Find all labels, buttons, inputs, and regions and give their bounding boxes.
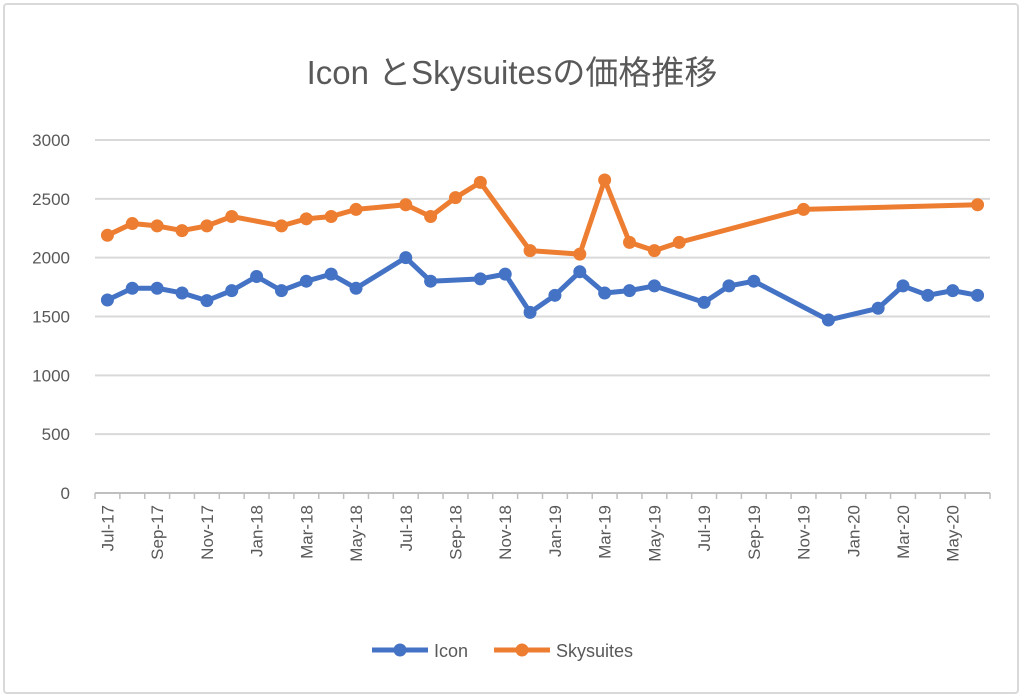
data-point-icon — [150, 281, 164, 295]
data-point-icon — [747, 274, 761, 288]
data-point-skysuites — [175, 224, 189, 238]
data-point-skysuites — [274, 219, 288, 233]
x-tick-label: May-18 — [347, 505, 366, 562]
data-point-icon — [125, 281, 139, 295]
data-point-icon — [921, 288, 935, 302]
x-tick-label: Jul-19 — [695, 505, 714, 551]
data-point-icon — [424, 274, 438, 288]
data-point-icon — [623, 284, 637, 298]
data-point-skysuites — [473, 175, 487, 189]
data-point-icon — [647, 279, 661, 293]
chart-title: Icon とSkysuitesの価格推移 — [306, 54, 718, 91]
data-point-icon — [100, 293, 114, 307]
data-point-icon — [598, 286, 612, 300]
x-tick-label: Sep-17 — [148, 505, 167, 560]
data-point-icon — [523, 305, 537, 319]
x-tick-label: May-19 — [645, 505, 664, 562]
data-point-skysuites — [523, 244, 537, 258]
data-point-icon — [722, 279, 736, 293]
x-tick-label: May-20 — [944, 505, 963, 562]
data-point-skysuites — [647, 244, 661, 258]
data-point-skysuites — [424, 209, 438, 223]
data-point-skysuites — [971, 198, 985, 212]
data-point-icon — [871, 301, 885, 315]
data-point-skysuites — [797, 202, 811, 216]
x-tick-label: Jan-20 — [844, 505, 863, 557]
y-tick-label: 2000 — [32, 249, 70, 268]
data-point-skysuites — [200, 219, 214, 233]
data-point-skysuites — [299, 212, 313, 226]
data-point-icon — [175, 286, 189, 300]
data-point-skysuites — [672, 235, 686, 249]
data-point-skysuites — [399, 198, 413, 212]
data-point-icon — [225, 284, 239, 298]
data-point-skysuites — [125, 217, 139, 231]
x-tick-label: Mar-19 — [596, 505, 615, 559]
data-point-icon — [697, 295, 711, 309]
x-tick-label: Jul-18 — [397, 505, 416, 551]
x-tick-label: Mar-20 — [894, 505, 913, 559]
data-point-icon — [349, 281, 363, 295]
data-point-icon — [473, 272, 487, 286]
data-point-skysuites — [448, 191, 462, 205]
y-tick-label: 1500 — [32, 308, 70, 327]
data-point-icon — [498, 267, 512, 281]
y-tick-label: 3000 — [32, 131, 70, 150]
data-point-icon — [896, 279, 910, 293]
data-point-icon — [946, 284, 960, 298]
y-tick-label: 1000 — [32, 366, 70, 385]
data-point-icon — [200, 294, 214, 308]
data-point-icon — [821, 313, 835, 327]
legend-marker-skysuites — [515, 643, 529, 657]
data-point-skysuites — [623, 235, 637, 249]
chart-frame — [3, 3, 1019, 694]
y-tick-label: 500 — [42, 425, 70, 444]
x-tick-label: Jul-17 — [98, 505, 117, 551]
data-point-skysuites — [150, 219, 164, 233]
y-tick-label: 2500 — [32, 190, 70, 209]
data-point-icon — [324, 267, 338, 281]
data-point-skysuites — [225, 209, 239, 223]
data-point-skysuites — [324, 209, 338, 223]
series-line-skysuites — [106, 177, 978, 257]
y-tick-label: 0 — [61, 484, 70, 503]
data-point-icon — [971, 288, 985, 302]
x-tick-label: Jan-18 — [248, 505, 267, 557]
x-tick-label: Nov-17 — [198, 505, 217, 560]
x-tick-label: Jan-19 — [546, 505, 565, 557]
data-point-icon — [250, 269, 264, 283]
data-point-skysuites — [100, 228, 114, 242]
data-point-icon — [399, 251, 413, 265]
legend-label-icon: Icon — [434, 641, 468, 661]
x-tick-label: Nov-19 — [795, 505, 814, 560]
data-point-icon — [548, 288, 562, 302]
data-point-skysuites — [573, 247, 587, 261]
data-point-skysuites — [598, 173, 612, 187]
data-point-icon — [573, 265, 587, 279]
x-tick-label: Mar-18 — [297, 505, 316, 559]
legend-label-skysuites: Skysuites — [556, 641, 633, 661]
data-point-icon — [299, 274, 313, 288]
legend-marker-icon — [393, 643, 407, 657]
data-point-icon — [274, 284, 288, 298]
x-tick-label: Sep-19 — [745, 505, 764, 560]
x-tick-label: Nov-18 — [496, 505, 515, 560]
data-point-skysuites — [349, 202, 363, 216]
x-tick-label: Sep-18 — [446, 505, 465, 560]
